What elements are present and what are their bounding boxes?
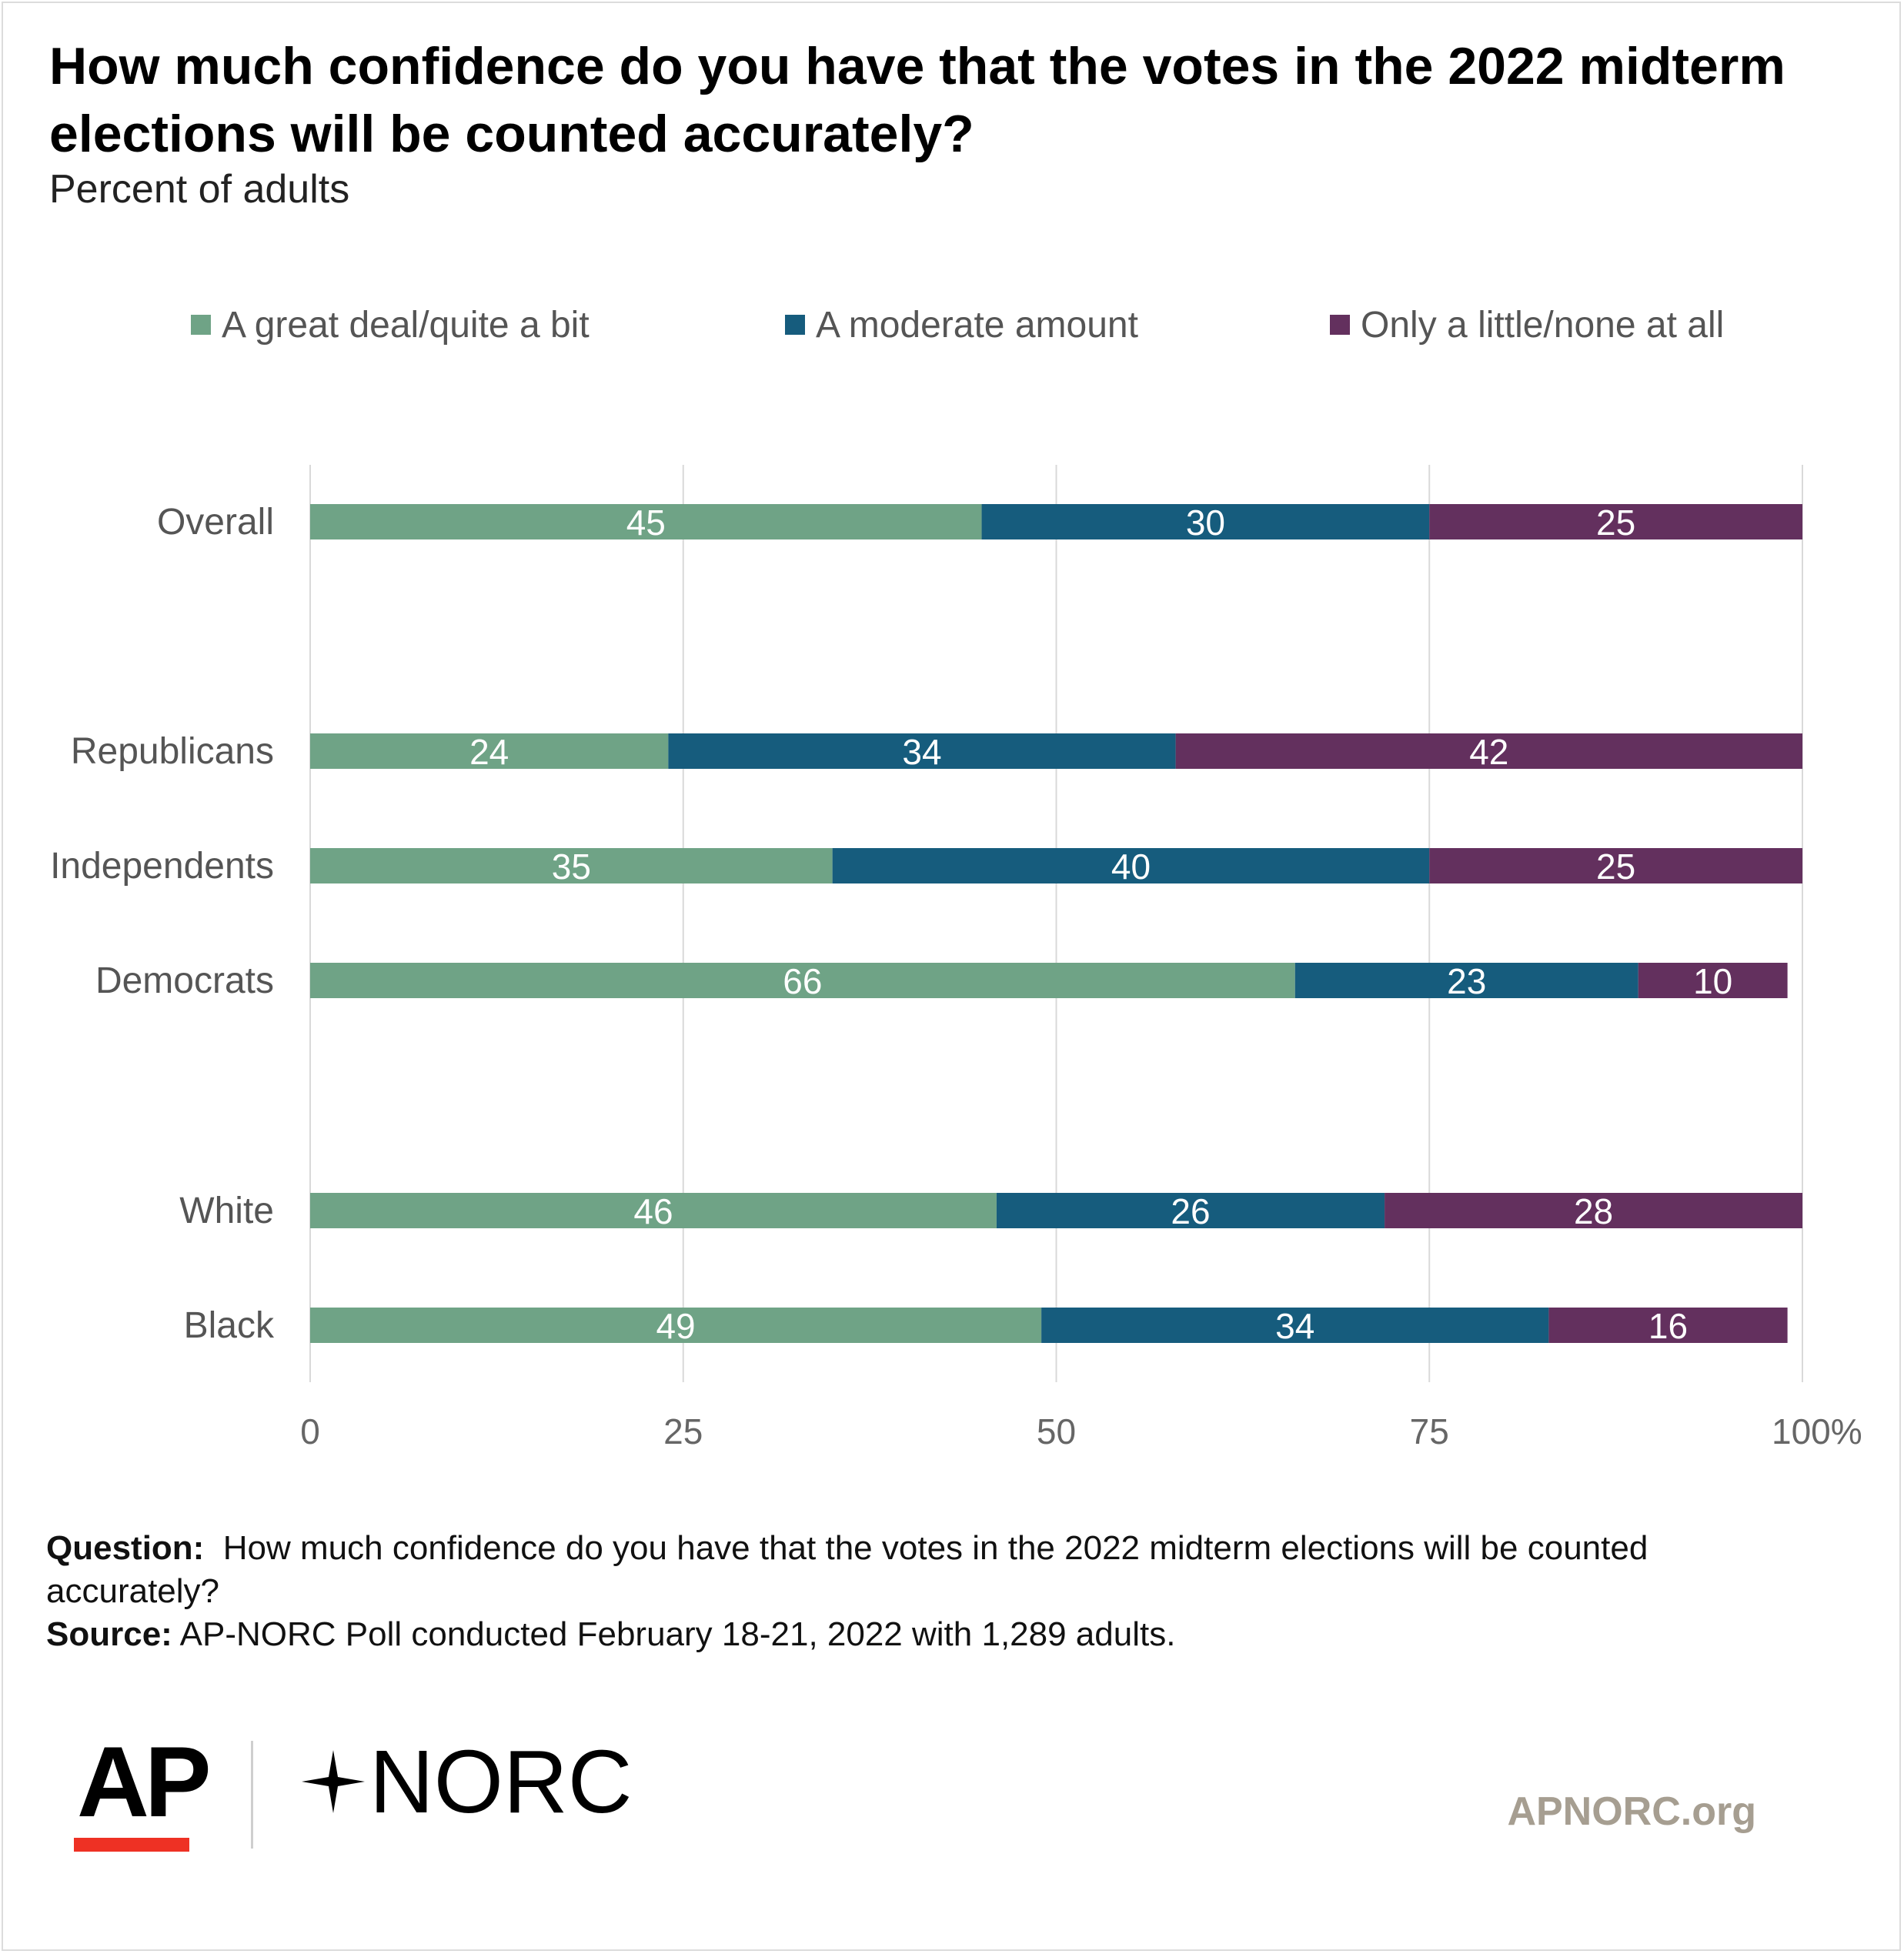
data-label: 16 — [1648, 1306, 1688, 1346]
category-label: Democrats — [95, 960, 274, 1001]
data-label: 25 — [1596, 847, 1635, 887]
stacked-bar-chart: 0 25 50 75 100% Overall 45 30 25 Republicans 24 34 4… — [50, 465, 1862, 1451]
bar-segment — [310, 1308, 1042, 1343]
x-tick-label: 0 — [300, 1411, 320, 1451]
source-label: Source: — [46, 1615, 172, 1653]
category-label: Republicans — [71, 731, 274, 772]
data-label: 35 — [552, 847, 591, 887]
data-label: 49 — [656, 1306, 695, 1346]
data-label: 34 — [902, 732, 941, 772]
legend-item-great-deal: A great deal/quite a bit — [191, 303, 590, 346]
bar-segment — [1175, 733, 1802, 769]
category-label: White — [179, 1191, 274, 1231]
bar-segment — [1429, 848, 1802, 883]
data-label: 34 — [1275, 1306, 1314, 1346]
bar-segment — [1041, 1308, 1549, 1343]
bar-segment — [310, 963, 1295, 998]
bar-segment — [1385, 1193, 1802, 1228]
x-tick-label: 50 — [1037, 1411, 1076, 1451]
ap-logo-bar — [74, 1838, 189, 1852]
bar-segment — [1429, 504, 1802, 539]
bar-segment — [310, 1193, 997, 1228]
data-label: 40 — [1111, 847, 1151, 887]
data-label: 42 — [1469, 732, 1508, 772]
category-label: Overall — [157, 502, 274, 543]
norc-logo-text: NORC — [369, 1732, 633, 1832]
legend-item-moderate: A moderate amount — [785, 303, 1138, 346]
x-tick-label: 75 — [1410, 1411, 1449, 1451]
data-label: 26 — [1171, 1191, 1210, 1231]
data-label: 23 — [1447, 961, 1486, 1001]
norc-logo: NORC — [302, 1732, 633, 1832]
bar-segment — [832, 848, 1430, 883]
logo-divider — [251, 1741, 253, 1849]
data-label: 46 — [633, 1191, 673, 1231]
bar-segment — [996, 1193, 1385, 1228]
bar-segment — [1548, 1308, 1788, 1343]
bar-segment — [1294, 963, 1638, 998]
data-label: 30 — [1186, 503, 1225, 543]
chart-footer: Question: How much confidence do you hav… — [46, 1527, 1816, 1656]
data-label: 24 — [469, 732, 509, 772]
legend-swatch-little-none — [1330, 315, 1350, 335]
question-text: How much confidence do you have that the… — [46, 1529, 1648, 1610]
chart-subtitle: Percent of adults — [49, 167, 350, 212]
legend-swatch-moderate — [785, 315, 805, 335]
bar-segment — [981, 504, 1430, 539]
data-label: 45 — [626, 503, 666, 543]
question-label: Question: — [46, 1529, 205, 1567]
data-label: 66 — [783, 961, 822, 1001]
legend-label-great-deal: A great deal/quite a bit — [222, 304, 590, 346]
source-text: AP-NORC Poll conducted February 18-21, 2… — [179, 1615, 1176, 1653]
legend-label-little-none: Only a little/none at all — [1361, 304, 1725, 346]
data-label: 28 — [1574, 1191, 1613, 1231]
star-icon — [302, 1750, 365, 1813]
data-label: 25 — [1596, 503, 1635, 543]
x-tick-label: 100% — [1772, 1411, 1862, 1451]
bar-segment — [1638, 963, 1788, 998]
ap-logo: AP — [77, 1725, 212, 1838]
chart-title: How much confidence do you have that the… — [49, 37, 1785, 163]
legend-swatch-great-deal — [191, 315, 211, 335]
bar-segment — [310, 733, 669, 769]
category-label: Black — [184, 1305, 275, 1346]
bar-segment — [668, 733, 1176, 769]
category-label: Independents — [50, 846, 274, 887]
legend-item-little-none: Only a little/none at all — [1330, 303, 1724, 346]
bar-segment — [310, 848, 833, 883]
bar-segment — [310, 504, 982, 539]
legend-label-moderate: A moderate amount — [816, 304, 1138, 346]
x-tick-label: 25 — [663, 1411, 703, 1451]
question-note: Question: How much confidence do you hav… — [46, 1527, 1816, 1613]
website-link[interactable]: APNORC.org — [1507, 1789, 1756, 1834]
data-label: 10 — [1693, 961, 1732, 1001]
source-note: Source: AP-NORC Poll conducted February … — [46, 1613, 1816, 1656]
